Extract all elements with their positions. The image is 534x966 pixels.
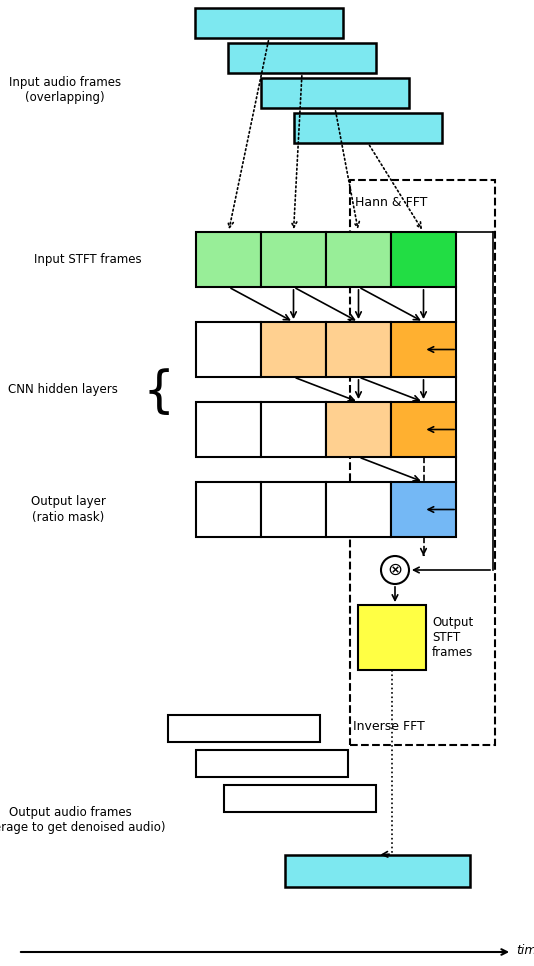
Text: Hann & FFT: Hann & FFT xyxy=(355,195,427,209)
Text: CNN hidden layers: CNN hidden layers xyxy=(8,383,118,396)
Bar xyxy=(261,402,326,457)
Bar xyxy=(326,232,391,287)
Text: Output
STFT
frames: Output STFT frames xyxy=(432,616,473,659)
Bar xyxy=(326,322,391,377)
Bar xyxy=(391,402,456,457)
Bar xyxy=(196,322,261,377)
Bar xyxy=(261,322,326,377)
Bar xyxy=(168,715,320,742)
Text: Output audio frames
(average to get denoised audio): Output audio frames (average to get deno… xyxy=(0,806,165,834)
Text: }: } xyxy=(131,365,163,413)
Bar xyxy=(196,402,261,457)
Bar xyxy=(196,482,261,537)
Bar xyxy=(228,43,376,73)
Bar xyxy=(391,482,456,537)
Bar xyxy=(261,78,409,108)
Bar xyxy=(195,8,343,38)
Bar xyxy=(326,402,391,457)
Bar xyxy=(196,750,348,777)
Bar xyxy=(285,855,470,887)
Bar xyxy=(224,785,376,812)
Bar xyxy=(358,605,426,670)
Bar xyxy=(350,180,495,745)
Text: Inverse FFT: Inverse FFT xyxy=(353,721,425,733)
Bar xyxy=(391,322,456,377)
Bar xyxy=(391,232,456,287)
Bar xyxy=(196,232,261,287)
Text: Output layer
(ratio mask): Output layer (ratio mask) xyxy=(30,496,105,524)
Bar xyxy=(326,482,391,537)
Text: time: time xyxy=(516,944,534,956)
Bar xyxy=(294,113,442,143)
Text: Input STFT frames: Input STFT frames xyxy=(34,253,142,266)
Bar xyxy=(261,482,326,537)
Text: Input audio frames
(overlapping): Input audio frames (overlapping) xyxy=(9,76,121,104)
Bar xyxy=(261,232,326,287)
Text: ⊗: ⊗ xyxy=(388,561,403,579)
